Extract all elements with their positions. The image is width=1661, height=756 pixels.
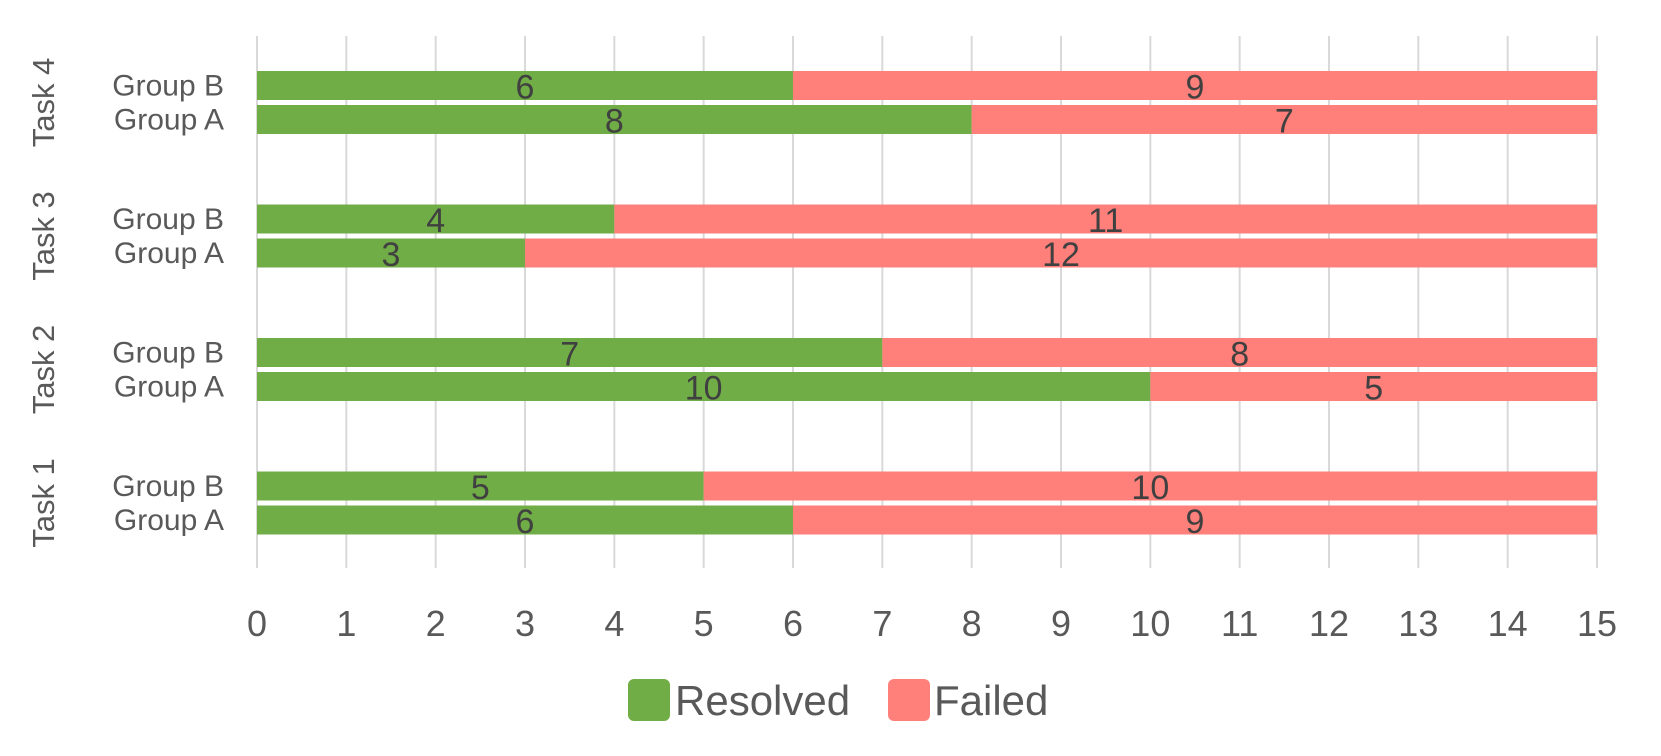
- data-label-resolved: 6: [516, 503, 535, 541]
- bar-failed: [703, 471, 1597, 501]
- bar-failed: [793, 505, 1597, 535]
- x-tick-label: 5: [694, 603, 714, 644]
- data-label-failed: 9: [1186, 503, 1205, 541]
- x-tick-label: 14: [1488, 603, 1528, 644]
- x-tick-label: 0: [247, 603, 267, 644]
- group-label: Group A: [114, 237, 224, 270]
- x-tick-label: 15: [1577, 603, 1617, 644]
- data-label-resolved: 10: [685, 370, 723, 408]
- legend-label-resolved: Resolved: [675, 677, 850, 724]
- bar-failed: [614, 204, 1597, 234]
- x-tick-label: 12: [1309, 603, 1349, 644]
- data-label-resolved: 7: [560, 336, 579, 374]
- data-label-resolved: 3: [382, 236, 401, 274]
- data-label-resolved: 4: [426, 202, 445, 240]
- data-label-failed: 10: [1131, 469, 1169, 507]
- x-tick-label: 3: [515, 603, 535, 644]
- legend-label-failed: Failed: [934, 677, 1048, 724]
- legend-swatch-resolved: [628, 679, 670, 721]
- bar-resolved: [257, 204, 615, 234]
- group-label: Group B: [112, 203, 224, 236]
- task-label: Task 2: [26, 325, 61, 415]
- data-label-resolved: 5: [471, 469, 490, 507]
- group-label: Group A: [114, 104, 224, 137]
- group-label: Group B: [112, 470, 224, 503]
- data-label-failed: 5: [1364, 370, 1383, 408]
- data-label-failed: 9: [1186, 69, 1205, 107]
- x-tick-label: 1: [336, 603, 356, 644]
- x-tick-label: 13: [1398, 603, 1438, 644]
- group-label: Group B: [112, 70, 224, 103]
- bar-resolved: [257, 238, 525, 268]
- bar-resolved: [257, 105, 972, 134]
- task-labels: Task 1 Task 2 Task 3 Task 4: [26, 58, 61, 548]
- data-labels: 6 9 5 10 10 5 7 8 3 12 4 11 8 7 6 9: [382, 69, 1384, 542]
- x-axis-ticks: 0 1 2 3 4 5 6 7 8 9 10 11 12 13 14 15: [247, 603, 1617, 644]
- bar-resolved: [257, 71, 793, 100]
- task-label: Task 1: [26, 458, 61, 548]
- x-tick-label: 6: [783, 603, 803, 644]
- x-tick-label: 10: [1130, 603, 1170, 644]
- bar-resolved: [257, 471, 704, 501]
- data-label-failed: 7: [1275, 103, 1294, 141]
- x-tick-label: 7: [872, 603, 892, 644]
- x-tick-label: 9: [1051, 603, 1071, 644]
- task-label: Task 3: [26, 191, 61, 281]
- legend: Resolved Failed: [628, 677, 1048, 724]
- bars: [257, 71, 1597, 535]
- data-label-failed: 11: [1088, 202, 1123, 240]
- x-tick-label: 11: [1221, 603, 1258, 644]
- bar-failed: [1150, 372, 1597, 401]
- bar-failed: [971, 105, 1597, 134]
- x-tick-label: 8: [962, 603, 982, 644]
- data-label-failed: 12: [1042, 236, 1080, 274]
- data-label-resolved: 6: [516, 69, 535, 107]
- task-label: Task 4: [26, 58, 61, 148]
- bar-resolved: [257, 372, 1151, 401]
- legend-swatch-failed: [888, 679, 930, 721]
- bar-failed: [793, 71, 1597, 100]
- group-label: Group B: [112, 337, 224, 370]
- bar-failed: [525, 238, 1597, 268]
- group-label: Group A: [114, 504, 224, 537]
- x-tick-label: 4: [604, 603, 624, 644]
- data-label-failed: 8: [1230, 336, 1249, 374]
- bar-resolved: [257, 338, 883, 367]
- bar-resolved: [257, 505, 793, 535]
- x-tick-label: 2: [426, 603, 446, 644]
- bar-failed: [882, 338, 1597, 367]
- data-label-resolved: 8: [605, 103, 624, 141]
- group-label: Group A: [114, 371, 224, 404]
